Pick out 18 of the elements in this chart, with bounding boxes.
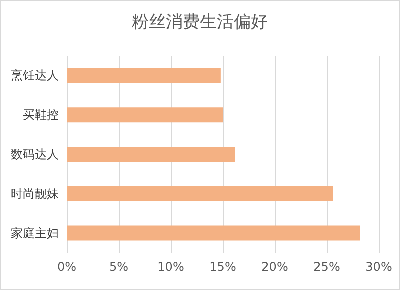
chart-title: 粉丝消费生活偏好 [132, 12, 268, 32]
x-tick-label: 15% [210, 260, 236, 274]
bar [67, 186, 334, 202]
bar [67, 147, 236, 162]
x-tick-label: 0% [57, 260, 77, 274]
y-tick-label: 数码达人 [11, 148, 59, 162]
y-tick-label: 烹饪达人 [11, 68, 59, 83]
bar [67, 226, 360, 241]
x-tick-label: 25% [314, 260, 340, 274]
bar [67, 108, 223, 123]
x-tick-label: 5% [109, 260, 129, 274]
y-tick-label: 时尚靓妹 [11, 186, 59, 201]
y-tick-label: 买鞋控 [23, 108, 59, 122]
bar [67, 68, 221, 84]
x-tick-label: 20% [262, 260, 288, 274]
y-tick-label: 家庭主妇 [11, 226, 59, 240]
x-tick-label: 30% [366, 260, 392, 274]
x-tick-label: 10% [158, 260, 184, 274]
